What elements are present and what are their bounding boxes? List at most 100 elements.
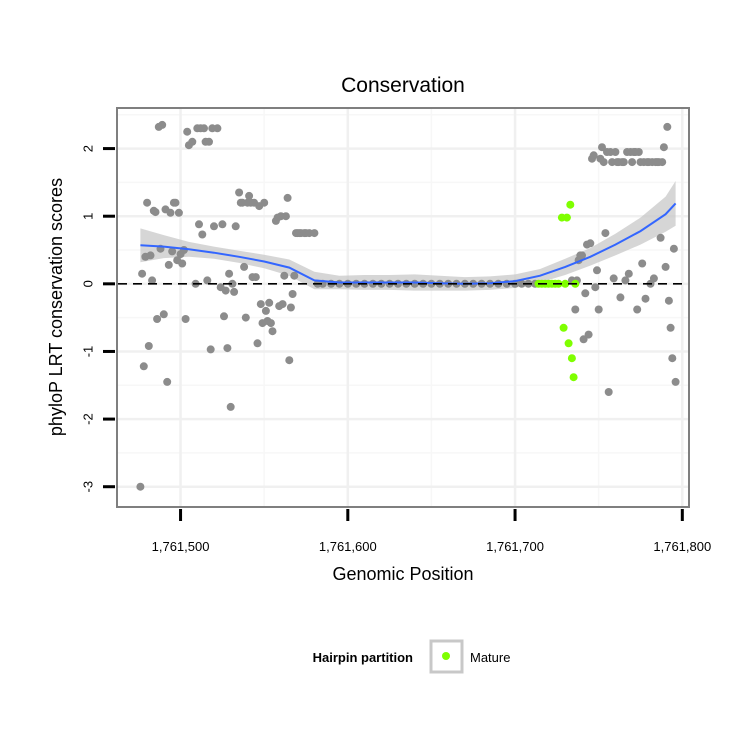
data-point-other <box>163 377 172 386</box>
data-point-other <box>265 298 274 307</box>
data-point-other <box>281 212 290 221</box>
data-point-other <box>260 198 269 207</box>
data-point-other <box>206 345 215 354</box>
data-point-other <box>266 319 275 328</box>
data-point-other <box>256 300 265 309</box>
data-point-other <box>136 482 145 491</box>
data-point-other <box>619 158 628 167</box>
data-point-other <box>661 262 670 271</box>
data-point-other <box>225 269 234 278</box>
data-point-other <box>633 305 642 314</box>
data-point-mature <box>561 279 570 288</box>
data-point-other <box>245 191 254 200</box>
data-point-other <box>159 310 168 319</box>
data-point-other <box>517 279 526 288</box>
data-point-other <box>591 283 600 292</box>
y-tick-label: 0 <box>81 280 96 287</box>
legend-label-mature: Mature <box>470 650 510 665</box>
data-point-other <box>593 266 601 275</box>
data-point-other <box>599 158 608 167</box>
axes: 1,761,500 1,761,600 1,761,700 1,761,800 -3 -2… <box>80 145 711 554</box>
y-tick-label: -1 <box>80 346 95 358</box>
data-point-other <box>210 222 218 231</box>
data-point-other <box>153 315 162 323</box>
data-point-other <box>286 303 295 312</box>
plot-panel <box>116 107 690 508</box>
data-point-other <box>604 388 613 396</box>
data-point-other <box>671 377 680 386</box>
y-tick-label: 1 <box>81 213 96 220</box>
data-point-other <box>241 313 250 322</box>
data-point-other <box>144 342 153 350</box>
data-point-other <box>666 323 675 332</box>
data-point-other <box>146 251 155 260</box>
data-point-other <box>589 151 598 160</box>
data-point-other <box>195 220 203 229</box>
data-point-other <box>148 276 157 285</box>
data-point-other <box>221 286 230 295</box>
data-point-other <box>579 335 588 344</box>
data-point-other <box>586 239 595 248</box>
data-point-other <box>230 287 239 296</box>
data-point-other <box>283 193 292 202</box>
data-point-other <box>168 247 177 256</box>
data-point-other <box>178 259 187 268</box>
data-point-other <box>616 293 625 302</box>
data-point-other <box>628 158 637 167</box>
data-point-other <box>138 269 147 278</box>
data-point-other <box>669 244 678 253</box>
y-tick-label: -2 <box>80 413 95 425</box>
data-point-other <box>584 330 593 339</box>
data-point-mature <box>566 200 575 209</box>
data-point-other <box>611 148 620 156</box>
data-point-other <box>181 315 190 323</box>
data-point-other <box>649 274 658 283</box>
data-point-other <box>218 220 227 229</box>
data-point-other <box>601 229 610 238</box>
data-point-other <box>174 208 183 217</box>
data-point-other <box>139 362 148 371</box>
legend-title: Hairpin partition <box>313 650 413 665</box>
legend: Hairpin partition Mature <box>313 639 510 674</box>
data-point-other <box>240 262 249 271</box>
data-point-other <box>288 290 297 298</box>
data-point-other <box>310 229 319 238</box>
data-point-other <box>571 305 580 314</box>
x-axis-title: Genomic Position <box>332 564 473 584</box>
x-tick-label: 1,761,700 <box>486 539 544 554</box>
data-point-other <box>261 306 270 315</box>
data-point-other <box>290 271 299 280</box>
data-point-other <box>664 296 673 305</box>
data-point-other <box>581 289 590 298</box>
data-point-other <box>205 137 213 146</box>
y-tick-label: -3 <box>81 481 96 493</box>
data-point-other <box>609 274 618 283</box>
x-tick-label: 1,761,800 <box>653 539 711 554</box>
data-point-other <box>668 354 677 363</box>
data-point-mature <box>562 213 571 222</box>
data-point-other <box>253 339 262 348</box>
data-point-other <box>285 356 294 365</box>
data-point-other <box>200 124 208 133</box>
data-point-other <box>641 294 650 303</box>
data-point-other <box>171 198 180 207</box>
data-point-other <box>594 305 603 314</box>
data-point-other <box>621 276 630 285</box>
data-point-other <box>158 120 167 129</box>
data-point-other <box>251 273 260 282</box>
data-point-other <box>188 137 197 146</box>
x-tick-label: 1,761,600 <box>319 539 377 554</box>
data-point-other <box>598 143 606 152</box>
y-tick-label: 2 <box>80 145 95 152</box>
data-point-other <box>143 198 152 207</box>
data-point-other <box>228 279 237 288</box>
x-tick-label: 1,761,500 <box>152 539 210 554</box>
data-point-other <box>220 312 228 321</box>
data-point-mature <box>569 373 578 382</box>
data-point-other <box>235 188 244 197</box>
data-point-other <box>213 124 222 133</box>
data-point-other <box>656 233 665 242</box>
data-point-other <box>663 122 672 131</box>
data-point-other <box>166 208 175 217</box>
